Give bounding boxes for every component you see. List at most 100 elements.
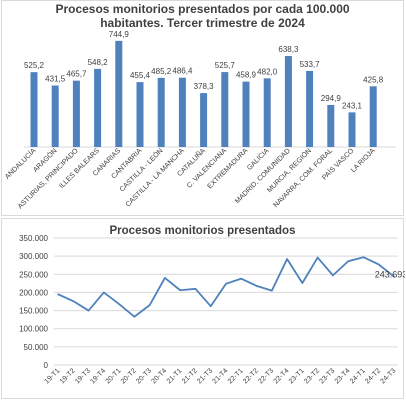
x-tick-label: 19-T4	[89, 367, 107, 385]
x-tick-label: 22-T1	[227, 367, 245, 385]
bar	[327, 104, 335, 147]
x-tick-label: 20-T1	[105, 367, 123, 385]
data-point	[194, 288, 197, 290]
data-point	[118, 303, 120, 305]
data-point	[316, 256, 319, 259]
bar	[72, 80, 80, 147]
bar	[306, 70, 314, 147]
data-label: 243,1	[342, 101, 363, 110]
line-chart-panel: Procesos monitorios presentados 0 50.000 1…	[1, 218, 405, 399]
data-point	[164, 277, 166, 279]
data-label: 486,4	[172, 67, 193, 76]
x-tick-label: 20-T2	[120, 367, 138, 385]
x-tick-label: 21-T3	[196, 367, 214, 385]
bar	[348, 112, 356, 147]
bar-chart-svg: 525,2ANDALUCÍA431,5ARAGÓN465,7ASTURIAS, …	[3, 30, 396, 210]
x-tick-label: 19-T1	[44, 367, 62, 385]
bar	[157, 77, 165, 147]
data-label: 525,2	[24, 61, 45, 70]
bar	[263, 78, 271, 147]
x-tick-label: 21-T1	[166, 367, 184, 385]
x-tick-label: 22-T3	[257, 367, 275, 385]
x-tick-label: 23-T1	[288, 367, 306, 385]
last-value-label: 243.693	[375, 270, 405, 280]
data-label: 482,0	[257, 67, 278, 76]
x-tick-label: 24-T3	[380, 367, 398, 385]
x-tick-label: 22-T4	[273, 367, 291, 385]
x-tick-label: 22-T2	[242, 367, 260, 385]
y-tick-label: 150.000	[19, 307, 48, 316]
data-point	[347, 260, 349, 263]
data-label: 525,7	[215, 61, 236, 70]
bar	[242, 81, 250, 147]
line-chart-svg: 0 50.000 100.000 150.000 200.000 250.000 300.0…	[19, 234, 405, 385]
bar-chart-title-line2: habitantes. Tercer trimestre de 2024	[100, 16, 305, 30]
x-tick-label: ANDALUCÍA	[3, 146, 38, 181]
data-label: 455,4	[130, 71, 151, 80]
bar	[369, 86, 377, 147]
bar	[221, 72, 229, 147]
bar	[136, 82, 144, 147]
data-label: 638,3	[278, 45, 299, 54]
data-label: 378,3	[194, 82, 215, 91]
data-point	[225, 282, 227, 285]
x-tick-label: 21-T2	[181, 367, 199, 385]
data-point	[148, 304, 151, 306]
y-tick-label: 50.000	[24, 343, 49, 352]
data-point	[240, 277, 243, 280]
y-tick-label: 100.000	[19, 325, 48, 334]
data-point	[57, 293, 59, 296]
data-label: 425,8	[363, 75, 384, 84]
data-point	[332, 274, 334, 277]
y-tick-label: 250.000	[19, 270, 48, 279]
series-line	[57, 256, 395, 318]
x-tick-label: 24-T2	[364, 367, 382, 385]
data-label: 458,9	[236, 71, 257, 80]
data-point	[362, 256, 365, 259]
data-point	[87, 309, 90, 312]
data-point	[377, 263, 380, 266]
bar-chart-panel: Procesos monitorios presentados por cada…	[1, 0, 404, 216]
line-chart-title: Procesos monitorios presentados	[109, 225, 296, 237]
y-tick-label: 0	[44, 361, 49, 370]
data-point	[179, 289, 181, 292]
y-tick-label: 350.000	[19, 234, 48, 243]
x-tick-label: 23-T4	[334, 367, 352, 385]
data-point	[286, 258, 288, 260]
y-tick-label: 200.000	[19, 288, 48, 297]
data-label: 465,7	[66, 70, 87, 79]
bar	[51, 85, 59, 147]
data-point	[209, 305, 212, 308]
bar	[178, 77, 186, 147]
data-point	[301, 282, 304, 284]
x-tick-label: 19-T3	[74, 367, 92, 385]
data-label: 485,2	[151, 67, 172, 76]
x-tick-label: 23-T3	[318, 367, 336, 385]
data-point	[133, 315, 136, 318]
data-point	[72, 300, 75, 302]
data-point	[255, 285, 258, 287]
y-tick-label: 300.000	[19, 252, 48, 261]
data-label: 744,9	[109, 30, 130, 39]
data-point	[271, 289, 273, 292]
x-tick-label: 20-T3	[135, 367, 153, 385]
data-label: 533,7	[300, 60, 321, 69]
data-point	[393, 275, 395, 278]
x-tick-label: 20-T4	[150, 367, 168, 385]
x-tick-label: EXTREMADURA	[207, 147, 250, 190]
bar	[94, 68, 102, 147]
data-label: 294,9	[321, 94, 342, 103]
data-label: 548,2	[88, 58, 109, 67]
bar-chart-title: Procesos monitorios presentados por cada…	[2, 2, 403, 30]
bar	[284, 56, 292, 147]
x-tick-label: 24-T1	[349, 367, 367, 385]
bar	[200, 93, 208, 147]
x-tick-label: 21-T4	[212, 367, 230, 385]
data-point	[103, 291, 105, 294]
bar	[115, 40, 123, 148]
x-tick-label: 19-T2	[59, 367, 77, 385]
x-tick-label: 23-T2	[303, 367, 321, 385]
bar	[30, 72, 38, 147]
bar-chart-title-line1: Procesos monitorios presentados por cada…	[55, 2, 350, 16]
